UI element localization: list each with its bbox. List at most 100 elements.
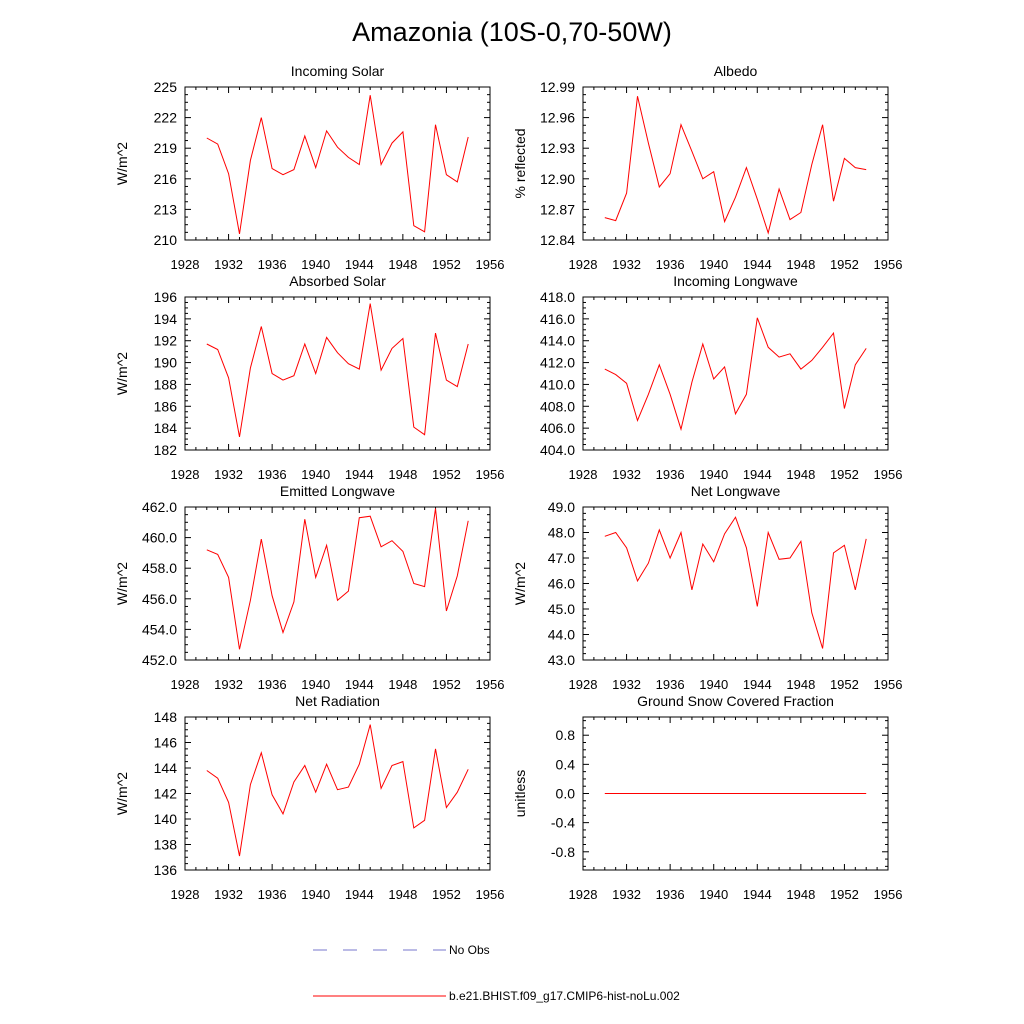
- y-tick-label: 456.0: [142, 591, 177, 607]
- x-tick-label: 1932: [612, 257, 641, 272]
- y-tick-label: 140: [154, 811, 178, 827]
- plot-frame: [582, 296, 889, 451]
- panel-title: Albedo: [714, 63, 758, 79]
- y-tick-label: 148: [154, 709, 178, 725]
- x-tick-label: 1944: [345, 467, 374, 482]
- y-tick-label: 404.0: [540, 442, 575, 458]
- x-tick-label: 1940: [301, 257, 330, 272]
- y-tick-label: 48.0: [548, 525, 575, 541]
- panel-5: Emitted Longwave W/m^2 1928 1932 1936 1940 194…: [114, 483, 504, 692]
- x-tick-label: 1932: [214, 887, 243, 902]
- panel-title: Incoming Solar: [291, 63, 385, 79]
- legend-label-model: b.e21.BHIST.f09_g17.CMIP6-hist-noLu.002: [449, 989, 680, 1003]
- y-tick-label: 225: [154, 79, 178, 95]
- x-tick-label: 1944: [345, 257, 374, 272]
- y-tick-label: 12.93: [540, 140, 575, 156]
- x-tick-label: 1932: [612, 887, 641, 902]
- y-axis-label: W/m^2: [114, 772, 130, 815]
- x-tick-label: 1936: [258, 467, 287, 482]
- panel-title: Net Longwave: [691, 483, 781, 499]
- x-tick-label: 1952: [830, 467, 859, 482]
- x-tick-label: 1952: [432, 887, 461, 902]
- x-tick-label: 1948: [786, 467, 815, 482]
- x-tick-label: 1952: [432, 467, 461, 482]
- y-tick-label: 45.0: [548, 601, 575, 617]
- y-tick-label: 219: [154, 140, 178, 156]
- x-tick-label: 1940: [699, 467, 728, 482]
- y-tick-label: 49.0: [548, 499, 575, 515]
- y-tick-label: 412.0: [540, 355, 575, 371]
- y-tick-label: 406.0: [540, 420, 575, 436]
- x-tick-label: 1940: [699, 887, 728, 902]
- panel-8: Ground Snow Covered Fraction unitless 1928…: [512, 693, 902, 902]
- panel-3: Absorbed Solar W/m^2 1928 1932 1936 1940 1944 1…: [114, 273, 504, 482]
- legend-label-no-obs: No Obs: [449, 943, 490, 957]
- panel-1: Incoming Solar W/m^2 1928 1932 1936 1940 1944 1…: [114, 63, 504, 272]
- y-tick-label: 0.8: [556, 727, 576, 743]
- series-line: [206, 724, 469, 857]
- x-tick-label: 1940: [301, 677, 330, 692]
- y-tick-label: 462.0: [142, 499, 177, 515]
- plot-frame: [582, 86, 889, 241]
- y-tick-label: 454.0: [142, 621, 177, 637]
- y-tick-label: 146: [154, 735, 178, 751]
- x-tick-label: 1956: [874, 467, 903, 482]
- x-tick-label: 1928: [569, 887, 598, 902]
- x-tick-label: 1928: [171, 887, 200, 902]
- panel-2: Albedo % reflected 1928 1932 1936 1940 1944 194…: [512, 63, 902, 272]
- x-tick-label: 1956: [476, 887, 505, 902]
- panel-7: Net Radiation W/m^2 1928 1932 1936 1940 1944 19…: [114, 693, 504, 902]
- x-tick-label: 1936: [656, 467, 685, 482]
- x-tick-label: 1940: [699, 677, 728, 692]
- x-tick-label: 1944: [345, 677, 374, 692]
- y-axis-label: % reflected: [512, 128, 528, 198]
- x-tick-label: 1936: [258, 677, 287, 692]
- x-tick-label: 1932: [214, 677, 243, 692]
- x-tick-label: 1952: [830, 677, 859, 692]
- x-tick-label: 1928: [569, 677, 598, 692]
- series-line: [206, 303, 469, 437]
- y-tick-label: 144: [154, 760, 178, 776]
- panel-grid: Incoming Solar W/m^2 1928 1932 1936 1940 1944 1…: [114, 63, 902, 902]
- x-tick-label: 1956: [874, 257, 903, 272]
- x-tick-label: 1940: [699, 257, 728, 272]
- y-tick-label: 196: [154, 289, 178, 305]
- y-tick-label: 190: [154, 355, 178, 371]
- y-tick-label: 46.0: [548, 576, 575, 592]
- y-axis-label: unitless: [512, 770, 528, 817]
- x-tick-label: 1928: [171, 467, 200, 482]
- y-tick-label: 210: [154, 232, 178, 248]
- y-tick-label: 186: [154, 398, 178, 414]
- x-tick-label: 1928: [569, 257, 598, 272]
- x-tick-label: 1944: [743, 677, 772, 692]
- panel-title: Net Radiation: [295, 693, 380, 709]
- panel-title: Absorbed Solar: [289, 273, 386, 289]
- x-tick-label: 1952: [830, 887, 859, 902]
- y-tick-label: 408.0: [540, 398, 575, 414]
- plot-frame: [582, 506, 889, 661]
- x-tick-label: 1956: [476, 467, 505, 482]
- x-tick-label: 1956: [476, 257, 505, 272]
- panel-title: Incoming Longwave: [673, 273, 798, 289]
- x-tick-label: 1952: [432, 257, 461, 272]
- x-tick-label: 1944: [743, 887, 772, 902]
- panel-title: Ground Snow Covered Fraction: [637, 693, 834, 709]
- plot-frame: [184, 506, 491, 661]
- y-tick-label: 182: [154, 442, 178, 458]
- x-tick-label: 1948: [786, 257, 815, 272]
- y-tick-label: 43.0: [548, 652, 575, 668]
- y-tick-label: 414.0: [540, 333, 575, 349]
- legend: No Obs b.e21.BHIST.f09_g17.CMIP6-hist-no…: [313, 943, 680, 1003]
- y-tick-label: 418.0: [540, 289, 575, 305]
- x-tick-label: 1936: [656, 257, 685, 272]
- y-tick-label: 188: [154, 376, 178, 392]
- x-tick-label: 1932: [612, 677, 641, 692]
- x-tick-label: 1944: [743, 467, 772, 482]
- y-tick-label: 142: [154, 786, 178, 802]
- series-line: [206, 95, 469, 234]
- y-tick-label: -0.4: [551, 815, 575, 831]
- y-tick-label: 458.0: [142, 560, 177, 576]
- y-tick-label: 0.0: [556, 786, 576, 802]
- x-tick-label: 1928: [171, 677, 200, 692]
